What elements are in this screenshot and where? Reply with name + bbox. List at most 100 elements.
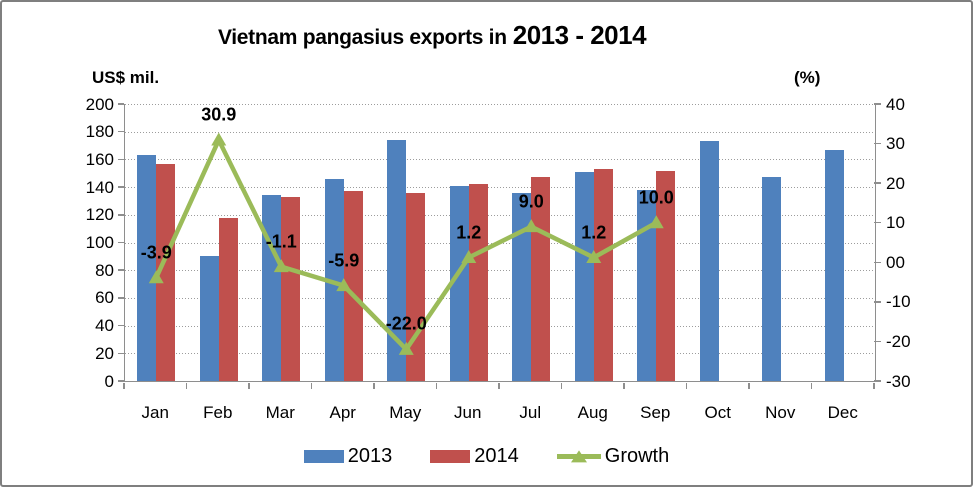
left-axis-tickmark [118, 186, 124, 188]
x-axis-label-dec: Dec [827, 403, 858, 422]
x-axis-tickmark [248, 382, 250, 389]
x-axis-label-aug: Aug [577, 403, 608, 422]
left-axis-tickmark [118, 297, 124, 299]
right-axis-tick-label: -20 [886, 331, 911, 351]
left-axis-tick-label: 60 [95, 288, 114, 308]
x-axis-label-feb: Feb [203, 403, 233, 422]
left-axis-tick-label: 40 [95, 316, 114, 336]
left-axis-tickmark [118, 269, 124, 271]
bar-2014-aug [593, 169, 613, 381]
legend-label-2014: 2014 [474, 445, 519, 467]
right-axis-tick-label: -10 [886, 292, 911, 312]
x-axis-tickmark [310, 382, 313, 389]
left-axis-tick-label: 160 [85, 149, 114, 169]
growth-marker-jan [148, 270, 164, 284]
gridline [125, 187, 875, 189]
legend-item-2014: 2014 [430, 445, 519, 468]
bar-2013-aug [574, 171, 594, 381]
legend-label-2013: 2013 [347, 445, 393, 467]
left-axis-tick-label: 80 [95, 260, 114, 280]
left-axis-tick-label: 200 [85, 94, 114, 114]
x-axis-tickmark [435, 382, 438, 389]
bar-2013-jul [512, 193, 532, 381]
left-axis-tick-label: 140 [85, 177, 114, 197]
left-axis-tickmark [118, 352, 124, 355]
right-axis-tickmark [874, 261, 881, 264]
growth-value-label-sep: 10.0 [638, 187, 674, 208]
left-axis-tickmark [118, 324, 124, 327]
left-axis-tick-label: 120 [85, 205, 114, 225]
x-axis-tickmark [810, 382, 813, 389]
left-axis-tickmark [118, 214, 124, 216]
chart-title: Vietnam pangasius exports in 2013 - 2014 [217, 20, 647, 51]
growth-value-label-mar: -1.1 [265, 231, 297, 252]
chart-title-years: 2013 - 2014 [512, 20, 647, 50]
right-axis-tick-label: 40 [886, 94, 905, 114]
legend-swatch-growth [556, 449, 601, 462]
right-axis-tick-label: 30 [886, 134, 905, 154]
right-axis-tickmark [874, 301, 881, 303]
x-axis-label-sep: Sep [640, 403, 671, 422]
gridline [125, 270, 875, 272]
x-axis-tickmark [123, 382, 125, 389]
growth-value-label-apr: -5.9 [328, 250, 360, 271]
legend-item-2013: 2013 [303, 445, 393, 468]
right-axis-tickmark [874, 380, 881, 382]
right-axis-tick-label: -30 [886, 371, 911, 391]
x-axis-tickmark [748, 382, 750, 389]
left-axis-tickmark [118, 380, 124, 382]
x-axis-tickmark [873, 382, 875, 389]
bar-2014-jan [156, 163, 176, 381]
right-axis-tick-label: 00 [886, 252, 905, 272]
x-axis-label-mar: Mar [265, 403, 295, 422]
growth-value-label-aug: 1.2 [581, 222, 607, 243]
x-axis-label-oct: Oct [704, 403, 731, 422]
growth-marker-sep [648, 215, 664, 229]
gridline [125, 297, 875, 299]
bar-2013-apr [324, 178, 344, 381]
gridline [125, 104, 875, 105]
growth-value-label-jul: 9.0 [518, 191, 544, 212]
bar-2013-nov [762, 176, 782, 381]
x-axis-label-jan: Jan [141, 403, 169, 422]
growth-marker-feb [211, 132, 227, 146]
left-axis-unit-label: US$ mil. [92, 68, 160, 87]
bar-2013-sep [637, 189, 657, 381]
growth-value-label-feb: 30.9 [201, 104, 237, 125]
x-axis-label-apr: Apr [329, 403, 356, 422]
x-axis-tickmark [498, 382, 500, 389]
x-axis-tickmark [685, 382, 688, 389]
bar-2013-dec [824, 149, 844, 381]
left-axis-tickmark [118, 103, 124, 105]
gridline [125, 325, 875, 327]
left-axis-tick-label: 100 [85, 233, 114, 252]
growth-marker-may [398, 341, 414, 355]
bar-2014-mar [281, 196, 301, 381]
bar-2013-feb [199, 256, 219, 381]
bar-2014-apr [343, 190, 363, 381]
right-axis-tickmark [874, 182, 881, 184]
growth-marker-mar [273, 259, 289, 273]
bar-2013-oct [699, 141, 719, 381]
chart-title-text: Vietnam pangasius exports in [217, 26, 507, 49]
legend-triangle-icon [570, 449, 587, 462]
bar-2014-jun [468, 184, 488, 381]
x-axis-label-may: May [389, 403, 422, 422]
legend-item-growth: Growth [556, 445, 669, 468]
bar-2014-may [406, 193, 426, 381]
right-axis-tickmark [874, 142, 881, 145]
growth-value-label-jun: 1.2 [456, 222, 482, 243]
legend-swatch-2014 [430, 450, 471, 463]
right-axis-tick-label: 20 [886, 173, 905, 193]
left-axis-tickmark [118, 130, 124, 133]
gridline [125, 159, 875, 161]
left-axis-tick-label: 0 [104, 371, 114, 391]
x-axis-label-jun: Jun [454, 403, 482, 422]
growth-value-label-may: -22.0 [385, 313, 427, 334]
left-axis-tickmark [118, 241, 124, 244]
left-axis-tick-label: 20 [95, 343, 114, 363]
right-axis-unit-label: (%) [794, 68, 821, 87]
legend-swatch-2013 [303, 450, 344, 463]
right-axis-tickmark [874, 340, 881, 343]
